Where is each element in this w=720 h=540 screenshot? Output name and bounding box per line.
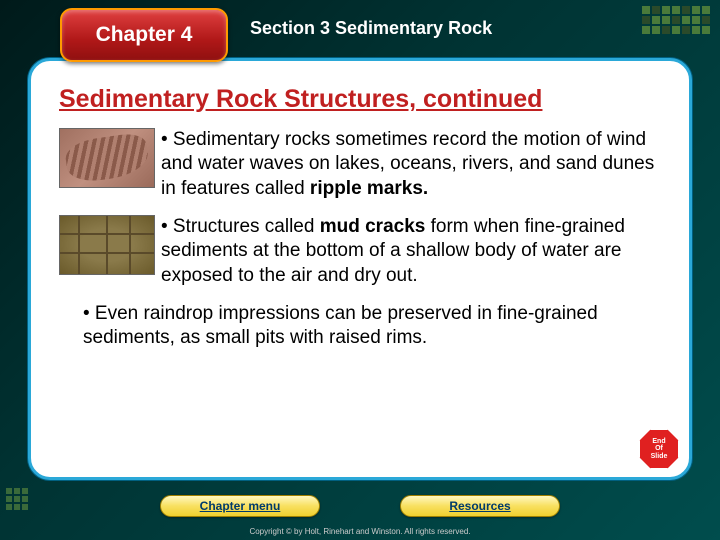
bullet-2: • Structures called mud cracks form when… [59,215,661,288]
mud-cracks-image [59,215,155,275]
bullet-2-text: • Structures called mud cracks form when… [161,215,661,288]
chapter-menu-button[interactable]: Chapter menu [160,495,320,517]
bullet-3-text: • Even raindrop impressions can be prese… [83,302,661,351]
ripple-marks-image [59,128,155,188]
bullet-3: • Even raindrop impressions can be prese… [59,302,661,351]
content-card: Sedimentary Rock Structures, continued •… [28,58,692,480]
bullet-1-text: • Sedimentary rocks sometimes record the… [161,128,661,201]
chapter-tab: Chapter 4 [60,8,228,62]
chapter-label: Chapter 4 [96,23,193,47]
resources-button[interactable]: Resources [400,495,560,517]
bullet-1: • Sedimentary rocks sometimes record the… [59,128,661,201]
decoration-squares-top-right [642,6,710,34]
title-main: Sedimentary Rock Structures, [59,85,416,113]
slide-title: Sedimentary Rock Structures, continued [59,85,661,114]
stop-sign-icon: End Of Slide [639,429,679,469]
section-header: Section 3 Sedimentary Rock [250,18,492,39]
copyright-text: Copyright © by Holt, Rinehart and Winsto… [0,527,720,536]
title-continued: continued [416,85,542,113]
nav-bar: Chapter menu Resources [0,492,720,520]
end-of-slide-badge[interactable]: End Of Slide [639,429,679,469]
